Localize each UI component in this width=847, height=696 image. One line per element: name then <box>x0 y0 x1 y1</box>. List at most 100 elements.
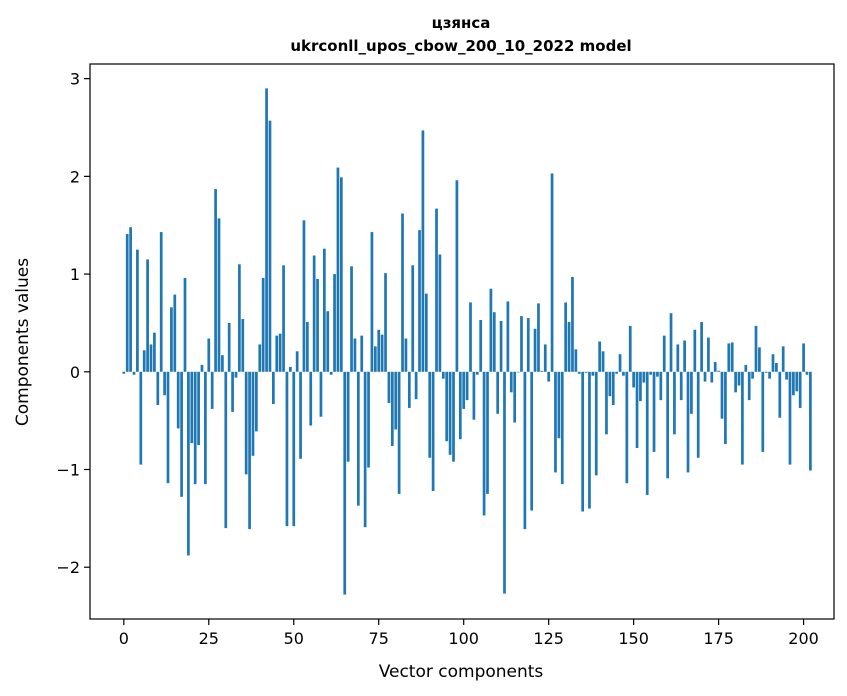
bar-11 <box>159 232 163 372</box>
bar-138 <box>591 371 595 376</box>
bar-89 <box>424 293 428 372</box>
x-axis-ticks: 0 25 50 75 100 125 150 175 200 <box>119 619 819 648</box>
bar-190 <box>768 371 771 379</box>
y-tick-label: 1 <box>70 265 80 284</box>
bar-78 <box>387 371 391 404</box>
bar-54 <box>305 321 309 372</box>
bar-20 <box>190 371 194 444</box>
bar-115 <box>513 371 517 423</box>
bar-23 <box>200 364 204 372</box>
x-tick-label: 150 <box>618 629 649 648</box>
bar-113 <box>506 301 510 372</box>
bar-69 <box>356 371 360 506</box>
bar-172 <box>707 337 710 372</box>
bar-156 <box>652 371 656 452</box>
bar-80 <box>394 371 398 430</box>
bar-145 <box>615 371 619 374</box>
bar-134 <box>577 371 581 374</box>
bar-57 <box>316 278 319 372</box>
bar-189 <box>764 371 768 373</box>
bar-9 <box>153 332 156 372</box>
y-tick-label: −2 <box>56 558 80 577</box>
bar-120 <box>530 371 534 511</box>
bar-56 <box>312 255 316 372</box>
bar-111 <box>499 320 503 372</box>
bar-34 <box>238 264 241 372</box>
bar-142 <box>605 371 608 435</box>
bar-77 <box>384 273 387 372</box>
y-axis-label: Components values <box>13 258 33 426</box>
bar-102 <box>469 302 472 372</box>
bar-124 <box>543 344 547 372</box>
bar-135 <box>581 371 585 512</box>
bar-87 <box>418 230 421 372</box>
bar-108 <box>489 288 493 372</box>
bar-162 <box>673 371 676 435</box>
bar-29 <box>221 355 224 372</box>
bar-199 <box>798 371 802 408</box>
bar-107 <box>486 371 489 494</box>
bar-141 <box>601 351 605 372</box>
bar-183 <box>744 364 748 372</box>
bar-133 <box>574 349 578 372</box>
bar-129 <box>560 371 564 485</box>
bar-116 <box>516 371 520 373</box>
bar-74 <box>373 346 377 372</box>
bar-68 <box>353 338 357 372</box>
x-axis-label: Vector components <box>379 662 544 682</box>
bar-186 <box>754 325 758 372</box>
bar-152 <box>639 371 642 402</box>
x-tick-label: 125 <box>533 629 564 648</box>
bar-38 <box>251 371 255 456</box>
bar-48 <box>285 371 289 527</box>
y-tick-label: 3 <box>70 70 80 89</box>
bar-143 <box>608 371 612 397</box>
bar-125 <box>547 371 551 382</box>
bar-109 <box>492 312 496 372</box>
bar-193 <box>778 371 782 418</box>
bar-148 <box>625 371 629 484</box>
bar-95 <box>445 371 449 442</box>
bar-66 <box>346 371 350 462</box>
y-axis-ticks: −2 −1 0 1 2 3 <box>56 70 90 577</box>
bar-117 <box>520 316 523 372</box>
bar-4 <box>136 249 139 372</box>
bar-79 <box>390 371 394 447</box>
bar-130 <box>564 302 568 372</box>
bar-76 <box>380 334 384 372</box>
bar-104 <box>475 371 479 375</box>
bar-24 <box>204 371 207 485</box>
bar-46 <box>278 333 282 372</box>
bar-28 <box>217 218 221 372</box>
bar-96 <box>448 371 452 455</box>
bar-36 <box>244 371 248 475</box>
x-tick-label: 75 <box>369 629 389 648</box>
x-tick-label: 200 <box>788 629 819 648</box>
bar-73 <box>370 232 374 372</box>
bar-31 <box>227 322 231 372</box>
bar-0 <box>122 371 126 374</box>
bar-185 <box>751 371 754 379</box>
bar-146 <box>618 354 622 372</box>
bar-167 <box>690 371 693 414</box>
bar-90 <box>428 371 432 458</box>
y-tick-label: 2 <box>70 167 80 186</box>
bar-140 <box>598 341 602 372</box>
bar-177 <box>724 371 727 445</box>
bar-99 <box>458 371 462 440</box>
bar-39 <box>255 371 258 432</box>
bar-157 <box>656 371 659 377</box>
bar-14 <box>170 307 173 372</box>
bar-94 <box>441 371 445 379</box>
bar-88 <box>421 130 425 372</box>
x-tick-label: 100 <box>448 629 479 648</box>
bar-121 <box>533 328 537 372</box>
bar-159 <box>662 335 666 372</box>
x-tick-label: 50 <box>284 629 304 648</box>
bar-201 <box>805 371 809 375</box>
bar-16 <box>176 371 180 429</box>
bar-132 <box>571 277 574 372</box>
bar-27 <box>214 189 217 372</box>
bar-187 <box>758 347 761 372</box>
